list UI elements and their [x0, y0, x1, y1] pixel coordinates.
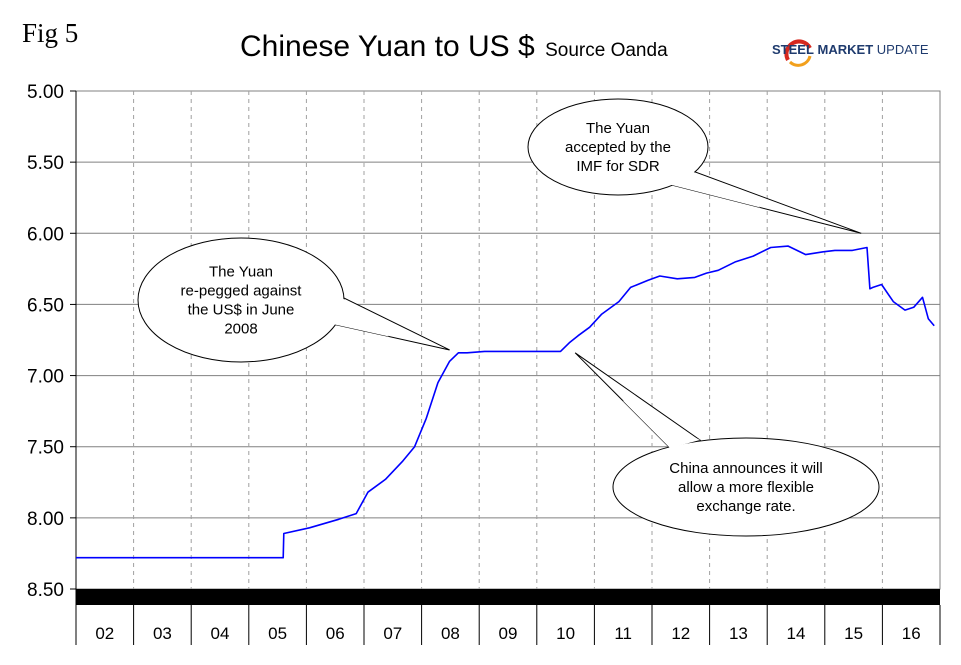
callout-text-line: China announces it will — [669, 460, 822, 477]
y-tick-label: 8.50 — [27, 580, 64, 601]
logo-swoosh-icon — [784, 39, 812, 67]
figure-label: Fig 5 — [22, 18, 79, 48]
y-tick-label: 7.50 — [27, 438, 64, 459]
logo-wordmark: STEEL MARKET UPDATE — [772, 42, 929, 57]
callout-join — [328, 296, 389, 337]
chart-series — [76, 245, 935, 559]
callout-imf: The Yuan accepted by the IMF for SDR — [527, 98, 862, 234]
callout-text-line: 2008 — [224, 321, 257, 338]
x-axis-band — [76, 589, 940, 605]
logo-market: MARKET — [817, 42, 874, 57]
callout-join — [660, 170, 761, 208]
callout-repeg: The Yuan re-pegged against the US$ in June… — [137, 237, 450, 363]
y-tick-label: 8.00 — [27, 509, 64, 530]
x-tick-label: 15 — [844, 624, 863, 643]
callout-text-line: re-pegged against — [181, 283, 303, 300]
callout-bubble — [137, 237, 345, 363]
y-tick-label: 5.00 — [27, 82, 64, 103]
x-tick-label: 10 — [556, 624, 575, 643]
x-tick-label: 07 — [383, 624, 402, 643]
x-tick-label: 11 — [614, 624, 632, 643]
chart-title: Chinese Yuan to US $ — [240, 30, 535, 63]
yuan-usd-line — [76, 245, 935, 559]
x-tick-label: 05 — [268, 624, 287, 643]
callout-text-line: exchange rate. — [696, 498, 795, 515]
y-tick-label: 6.00 — [27, 224, 64, 245]
callout-flex: China announces it will allow a more flex… — [574, 352, 880, 537]
logo-update: UPDATE — [876, 42, 929, 57]
callout-text-line: The Yuan — [209, 264, 273, 281]
x-tick-label: 16 — [902, 624, 921, 643]
x-tick-label: 09 — [499, 624, 518, 643]
callout-text-line: accepted by the — [565, 139, 671, 156]
x-tick-label: 03 — [153, 624, 172, 643]
callout-text-line: allow a more flexible — [678, 479, 814, 496]
logo-steel: STEEL — [772, 42, 814, 57]
x-tick-label: 08 — [441, 624, 460, 643]
x-tick-label: 04 — [211, 624, 230, 643]
callout-text-line: IMF for SDR — [576, 158, 660, 175]
x-tick-label: 06 — [326, 624, 345, 643]
x-axis-ticks: 02 03 04 05 06 07 08 09 10 11 12 13 14 15 16 — [75, 605, 941, 645]
callout-text-line: The Yuan — [586, 120, 650, 137]
callout-text-line: the US$ in June — [188, 302, 295, 319]
x-tick-label: 02 — [95, 624, 114, 643]
x-tick-label: 13 — [729, 624, 748, 643]
chart-subtitle: Source Oanda — [545, 40, 668, 61]
y-tick-label: 6.50 — [27, 295, 64, 316]
steel-market-update-logo: STEEL MARKET UPDATE — [762, 34, 932, 74]
x-axis-black-band — [76, 589, 940, 605]
callout-bubble — [527, 98, 709, 196]
y-axis-ticks: 5.00 5.50 6.00 6.50 7.00 7.50 8.00 8.50 — [27, 82, 77, 640]
y-tick-label: 5.50 — [27, 153, 64, 174]
callout-bubble — [612, 437, 880, 537]
callout-join — [622, 400, 700, 448]
y-tick-label: 7.00 — [27, 367, 64, 388]
x-tick-label: 14 — [787, 624, 806, 643]
x-tick-label: 12 — [671, 624, 690, 643]
chart-title-group: Chinese Yuan to US $ Source Oanda — [240, 30, 668, 64]
